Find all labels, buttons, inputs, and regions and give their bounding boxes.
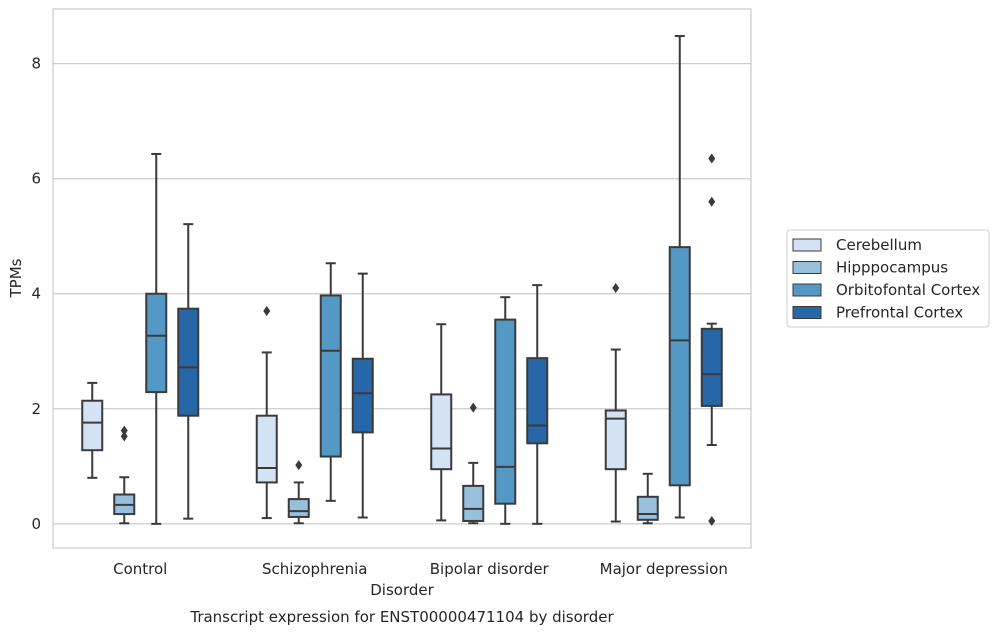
box-series	[81, 35, 723, 526]
box-3-1	[351, 272, 374, 519]
outlier-point	[708, 515, 716, 526]
plot-frame	[52, 8, 752, 549]
box-body	[604, 409, 627, 471]
y-tick-label: 2	[31, 400, 41, 418]
box-1-3	[636, 472, 659, 525]
box-body	[494, 318, 517, 505]
chart-caption: Transcript expression for ENST0000047110…	[189, 608, 614, 626]
legend-swatch	[792, 283, 822, 297]
box-body	[81, 399, 104, 452]
box-body	[255, 414, 278, 484]
outlier-point	[120, 425, 128, 436]
outlier-point	[263, 306, 271, 317]
box-body	[636, 495, 659, 521]
box-3-0	[177, 223, 200, 520]
legend-label: Prefrontal Cortex	[836, 304, 963, 322]
y-tick-label: 8	[31, 55, 41, 73]
legend-label: Cerebellum	[836, 236, 922, 254]
box-1-1	[287, 460, 310, 525]
box-body	[287, 498, 310, 518]
y-tick-label: 4	[31, 285, 41, 303]
box-2-1	[319, 262, 342, 502]
outlier-point	[708, 196, 716, 207]
box-3-2	[526, 284, 549, 525]
x-tick-labels: Control Schizophrenia Bipolar disorder Majo…	[113, 560, 728, 578]
outlier-point	[469, 402, 477, 413]
legend-label: Orbitofontal Cortex	[836, 281, 980, 299]
legend-frame	[786, 229, 990, 328]
box-2-3	[668, 35, 691, 519]
box-0-2	[430, 323, 453, 522]
box-body	[462, 484, 485, 522]
box-body	[351, 357, 374, 434]
x-tick-label: Control	[113, 560, 167, 578]
x-tick-label: Bipolar disorder	[430, 560, 550, 578]
box-0-3	[604, 282, 627, 523]
box-2-0	[145, 152, 168, 525]
outlier-point	[295, 460, 303, 471]
x-tick-label: Schizophrenia	[262, 560, 367, 578]
box-2-2	[494, 296, 517, 525]
legend-label: Hipppocampus	[836, 259, 948, 277]
box-3-3	[700, 153, 723, 526]
y-tick-label: 6	[31, 170, 41, 188]
y-tick-label: 0	[31, 515, 41, 533]
x-axis-label: Disorder	[370, 581, 434, 599]
outlier-point	[120, 431, 128, 442]
legend-swatch	[792, 306, 822, 319]
x-tick-label: Major depression	[600, 560, 728, 578]
y-tick-labels: 0 2 4 6 8	[31, 55, 41, 533]
legend: Cerebellum Hipppocampus Orbitofontal Corte…	[786, 229, 990, 328]
box-body	[145, 292, 168, 394]
box-body	[430, 393, 453, 471]
box-body	[177, 307, 200, 417]
box-0-0	[81, 381, 104, 479]
box-body	[668, 246, 691, 487]
y-axis-label: TPMs	[7, 258, 25, 298]
y-grid	[53, 63, 751, 525]
legend-swatch	[792, 261, 822, 274]
box-1-0	[113, 425, 136, 525]
legend-swatch	[792, 238, 822, 252]
box-body	[319, 294, 342, 458]
outlier-point	[612, 282, 620, 293]
outlier-point	[708, 153, 716, 164]
box-body	[526, 357, 549, 445]
box-0-1	[255, 306, 278, 520]
box-1-2	[462, 402, 485, 525]
box-body	[700, 327, 723, 407]
